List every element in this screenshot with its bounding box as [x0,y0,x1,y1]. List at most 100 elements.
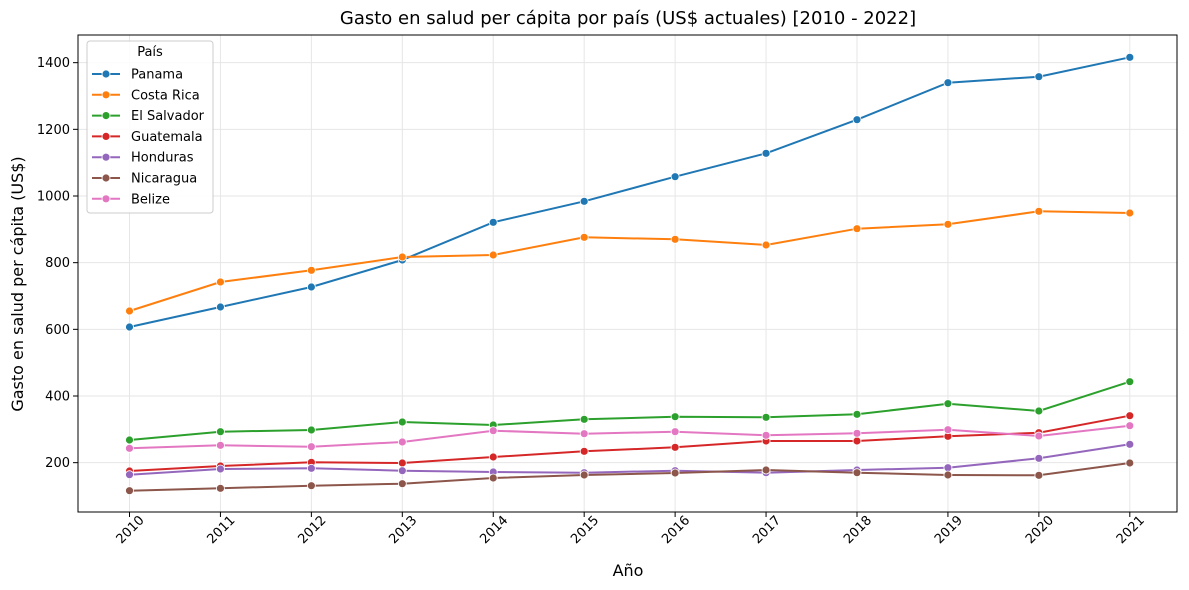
x-tick-label: 2020 [1023,513,1057,547]
data-point [761,465,771,475]
data-point [397,479,407,489]
data-point [306,425,316,435]
legend-marker [101,194,111,204]
legend-label: El Salvador [131,109,205,124]
data-point [761,430,771,440]
legend-marker [101,90,111,100]
x-tick-label: 2014 [477,513,511,547]
data-point [488,217,498,227]
y-tick-label: 800 [45,256,70,271]
data-point [579,429,589,439]
y-tick-label: 1400 [37,56,70,71]
legend-marker [101,173,111,183]
legend-item: Panama [92,68,183,83]
series-guatemala [125,411,1135,476]
data-point [1125,421,1135,431]
data-point [852,436,862,446]
data-point [397,466,407,476]
legend-label: Belize [131,192,170,207]
data-point [670,412,680,422]
data-point [216,483,225,493]
chart-title: Gasto en salud per cápita por país (US$ … [340,8,916,29]
data-point [761,412,771,422]
legend-marker [101,131,111,141]
data-point [579,470,589,480]
legend-title: País [137,45,163,60]
data-point [125,306,134,316]
data-point [397,417,407,427]
series-nicaragua [125,458,1135,496]
series-line [129,380,1131,441]
x-axis: 2010 2011 2012 2013 2014 2015 2016 2017 2018 2019… [114,512,1148,547]
data-point [670,442,680,452]
data-point [125,443,134,453]
series-line [129,414,1130,472]
legend-item: Belize [92,192,170,207]
data-point [306,265,316,275]
data-point [1034,406,1044,416]
y-axis-label: Gasto en salud per cápita (US$) [8,156,27,411]
data-point [761,240,771,250]
y-tick-label: 400 [45,390,70,405]
data-point [579,232,589,242]
x-tick-label: 2016 [659,513,693,547]
data-point [943,425,953,435]
data-point [1034,453,1044,463]
data-point [852,115,862,125]
series-line [129,210,1130,312]
legend-item: Guatemala [92,130,203,145]
data-point [125,470,134,480]
data-point [306,442,316,452]
legend-marker [101,69,111,79]
legend-marker [101,111,111,120]
data-point [488,426,498,436]
data-point [216,440,225,450]
data-point [1125,52,1135,62]
data-point [397,458,407,468]
x-tick-label: 2019 [932,513,966,547]
data-point [1034,206,1044,216]
data-point [306,463,316,473]
series-panama [125,52,1135,332]
series-line [129,443,1130,476]
legend-item: Costa Rica [92,88,200,103]
legend-label: Guatemala [131,130,203,145]
data-point [125,435,134,445]
legend-label: Panama [131,68,183,83]
data-point [670,172,680,182]
series-line [129,56,1131,328]
grid-lines [78,35,1177,512]
legend-item: Nicaragua [92,172,197,187]
x-tick-label: 2015 [568,513,602,547]
y-tick-label: 600 [45,323,70,338]
data-point [306,282,316,292]
series-layer [125,52,1135,496]
data-point [852,468,862,478]
legend-marker [101,152,111,162]
data-point [488,473,498,483]
data-point [579,414,589,424]
data-point [397,252,407,262]
x-tick-label: 2012 [295,513,329,547]
data-point [852,409,862,419]
data-point [397,437,407,447]
data-point [1125,411,1135,421]
x-tick-label: 2021 [1114,513,1148,547]
data-point [1034,431,1044,441]
y-tick-label: 1200 [37,123,70,138]
data-point [216,464,225,474]
data-point [852,224,862,234]
series-line [129,424,1130,450]
data-point [1034,72,1044,82]
x-tick-label: 2013 [386,513,420,547]
data-point [125,322,134,332]
x-tick-label: 2011 [204,513,238,547]
series-costa-rica [125,206,1135,316]
data-point [125,486,134,496]
data-point [943,399,953,409]
data-point [488,250,498,260]
data-point [761,148,771,158]
data-point [579,446,589,456]
series-belize [125,421,1135,453]
